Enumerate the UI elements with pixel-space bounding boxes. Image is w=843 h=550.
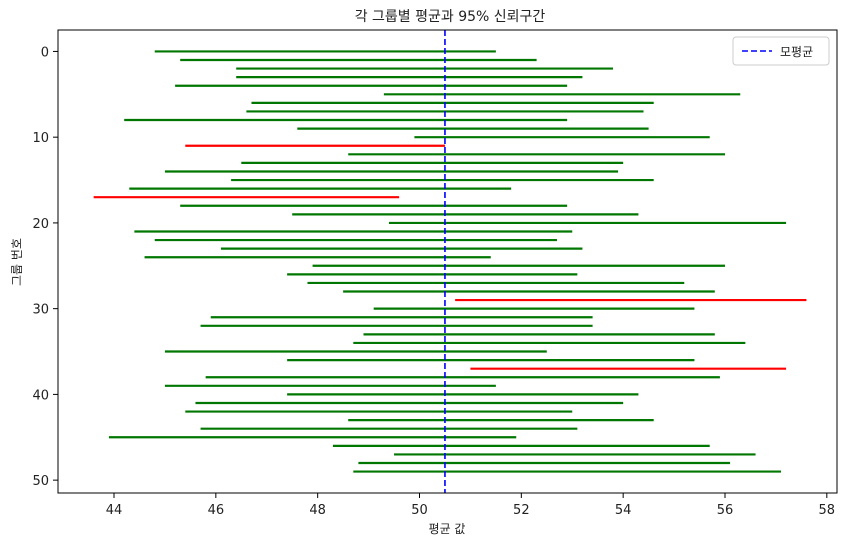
chart-title: 각 그룹별 평균과 95% 신뢰구간 bbox=[355, 9, 546, 25]
intervals-layer bbox=[93, 50, 807, 473]
y-tick-label: 40 bbox=[32, 388, 49, 403]
x-tick-label: 46 bbox=[208, 503, 225, 518]
x-tick-label: 54 bbox=[615, 503, 632, 518]
x-tick-label: 56 bbox=[717, 503, 734, 518]
legend-box bbox=[732, 36, 830, 66]
y-tick-label: 20 bbox=[32, 217, 49, 232]
x-axis: 44 46 48 50 52 54 56 58 bbox=[106, 493, 835, 518]
x-tick-label: 58 bbox=[819, 503, 836, 518]
x-tick-label: 44 bbox=[106, 503, 123, 518]
x-tick-label: 50 bbox=[411, 503, 428, 518]
y-tick-label: 50 bbox=[32, 474, 49, 489]
legend-entry-population-mean: 모평균 bbox=[780, 45, 813, 59]
y-axis-label: 그룹 번호 bbox=[10, 238, 24, 286]
y-axis: 0 10 20 30 40 50 bbox=[32, 45, 58, 489]
x-tick-label: 48 bbox=[309, 503, 326, 518]
x-axis-label: 평균 값 bbox=[429, 522, 466, 536]
plot-frame bbox=[57, 29, 838, 494]
y-tick-label: 10 bbox=[32, 131, 49, 146]
legend: 모평균 bbox=[732, 36, 830, 66]
y-tick-label: 30 bbox=[32, 303, 49, 318]
x-tick-label: 52 bbox=[513, 503, 530, 518]
y-tick-label: 0 bbox=[41, 45, 49, 60]
